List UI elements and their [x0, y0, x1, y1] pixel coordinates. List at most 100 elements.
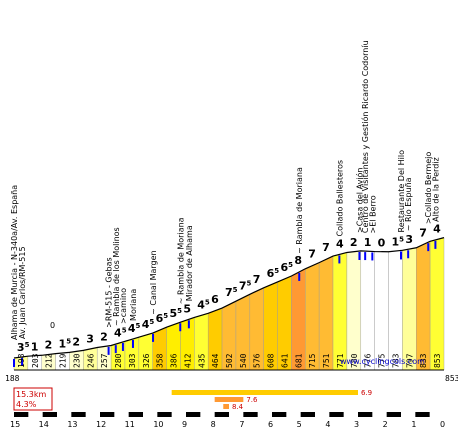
km-axis-stripe	[315, 412, 330, 417]
grade-label: 75	[225, 286, 238, 299]
altitude-label: 751	[322, 353, 331, 368]
poi-label: Av. Juan Carlos/RM-515	[18, 246, 27, 339]
grade-label: 2	[72, 335, 80, 348]
km-tick-label: 8	[211, 420, 216, 429]
km-axis-stripe	[57, 412, 72, 417]
altitude-label: 257	[100, 353, 109, 368]
grade-label: 7	[419, 226, 427, 239]
poi-label: Collado Ballesteros	[335, 160, 344, 237]
grade-label: 7	[322, 241, 330, 254]
poi-labels: Alhama de Murcia - N-340a/Av. España Av. …	[10, 40, 440, 340]
poi-label: ~ Río Espuña	[404, 177, 413, 231]
km-axis-stripe	[257, 412, 272, 417]
altitude-label: 833	[419, 353, 428, 368]
km-tick-label: 7	[239, 420, 244, 429]
profile-segment	[374, 251, 389, 371]
km-tick-label: 6	[268, 420, 273, 429]
summary-distance: 15.3km	[16, 390, 46, 399]
grade-label: 1	[364, 236, 372, 249]
km-tick-label: 15	[10, 420, 20, 429]
km-axis-stripe	[372, 412, 387, 417]
profile-segment	[429, 237, 445, 371]
grade-label: 2	[350, 236, 358, 249]
altitude-label: 246	[86, 353, 95, 368]
grade-label: 45	[197, 298, 210, 311]
grade-label: 55	[170, 307, 183, 320]
km-axis-stripe	[286, 412, 301, 417]
poi-label: >El Berro	[368, 195, 377, 233]
poi-label: >camino	[119, 288, 128, 324]
profile-segments	[13, 237, 445, 371]
grade-label: 5	[183, 302, 191, 315]
km-axis-stripe	[85, 412, 100, 417]
steep-bar	[223, 404, 229, 409]
altitude-label: 797	[405, 353, 414, 368]
poi-label: >Casa del Avión	[354, 168, 364, 234]
steep-bar-label: 7.6	[246, 396, 258, 404]
poi-label: >Collado Bermejo	[424, 152, 433, 225]
altitude-label: 775	[378, 353, 387, 368]
altitude-labels: 198 203 212 219 230 246 257 280 303 326 358 386 412 4…	[17, 353, 442, 368]
altitude-label: 576	[253, 353, 262, 368]
km-tick-label: 0	[440, 420, 445, 429]
grade-label: 3	[86, 333, 94, 346]
altitude-label: 853	[433, 353, 442, 368]
profile-segment	[402, 247, 417, 371]
altitude-label: 326	[142, 353, 151, 368]
grade-label: 45	[142, 318, 155, 331]
altitude-label: 303	[128, 353, 137, 368]
steep-bar	[171, 390, 358, 395]
grade-label: 35	[17, 341, 30, 354]
summary-gradient: 4.3%	[16, 400, 37, 409]
altitude-label: 771	[336, 353, 345, 368]
grade-label: 4	[433, 223, 441, 236]
profile-segment	[332, 252, 348, 371]
km-axis-stripe	[171, 412, 186, 417]
altitude-label: 608	[267, 353, 276, 368]
grade-label: 15	[59, 337, 72, 350]
poi-label: Alto de la Perdiz	[431, 157, 440, 222]
km-tick-label: 1	[411, 420, 416, 429]
altitude-label: 502	[225, 353, 234, 368]
altitude-label: 780	[350, 353, 359, 368]
altitude-label: 219	[59, 353, 68, 368]
km-tick-label: 12	[96, 420, 106, 429]
grade-label: 3	[405, 233, 413, 246]
steep-bars: 6.9 7.68.4	[171, 389, 372, 411]
km-tick-label: 10	[153, 420, 163, 429]
altitude-label: 386	[170, 353, 179, 368]
km-tick-label: 13	[67, 420, 77, 429]
altitude-label: 783	[391, 353, 400, 368]
altitude-label: 776	[364, 353, 373, 368]
poi-label: Moriana	[129, 289, 138, 321]
poi-label: ~ Canal Margen	[149, 250, 158, 315]
km-tick-label: 3	[354, 420, 359, 429]
profile-segment	[346, 250, 361, 371]
km-tick-label: 9	[182, 420, 187, 429]
altitude-label: 230	[72, 353, 81, 368]
km-axis-stripe	[343, 412, 358, 417]
km-tick-label: 14	[39, 420, 49, 429]
steep-bar	[214, 397, 244, 402]
grade-label: 8	[294, 254, 302, 267]
poi-label: Centro de Visitantes y Gestión Ricardo C…	[360, 40, 370, 233]
grade-label: 45	[114, 326, 127, 339]
grade-label: 75	[239, 279, 252, 292]
km-axis-stripe	[401, 412, 416, 417]
grade-label: 2	[45, 339, 53, 352]
grade-label: 15	[391, 235, 404, 248]
start-altitude: 188	[5, 374, 20, 383]
steep-bar-label: 6.9	[361, 389, 372, 397]
poi-label: >RM-515 - Gebas	[105, 257, 114, 328]
km-axis-stripe	[429, 412, 444, 417]
poi-label: ~ Rambla de los Molinos	[112, 227, 121, 326]
grade-label: 6	[211, 293, 219, 306]
grade-label: 2	[100, 331, 108, 344]
profile-line	[13, 237, 445, 359]
poi-label: ~ Rambla de Moriana	[295, 167, 304, 254]
profile-segment	[360, 250, 375, 371]
end-altitude: 853	[445, 374, 458, 383]
km-axis: 15 14 13 12 11 10 9 8 7 6 5 4 3 2 1 0	[10, 412, 445, 429]
altitude-label: 203	[31, 353, 40, 368]
altitude-label: 198	[17, 353, 26, 368]
